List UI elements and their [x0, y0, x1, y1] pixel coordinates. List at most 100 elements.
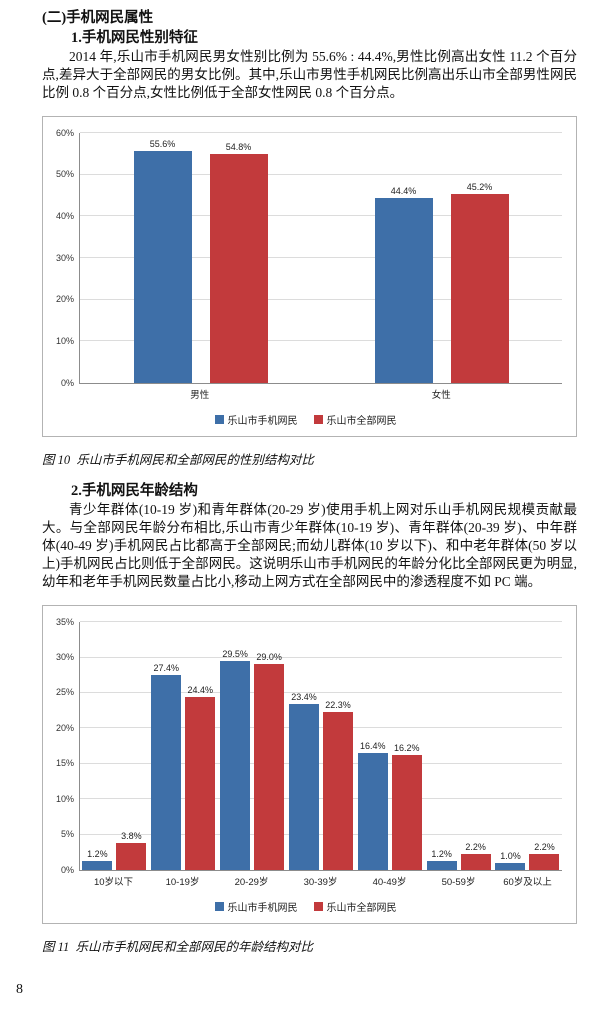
bar-value-label: 44.4% — [390, 185, 417, 196]
x-axis-category-label: 女性 — [431, 389, 451, 401]
legend-series-label: 乐山市全部网民 — [326, 415, 397, 427]
bar: 1.2% — [82, 849, 113, 870]
legend-color-swatch — [214, 901, 224, 911]
chart-plot-area: 0% 10% 20% 30% 40% 50% 60% 55.6% 54.8% 44.4% 45.2%… — [49, 128, 562, 401]
gridline — [80, 173, 562, 175]
bars-layer: 1.2% 3.8% 27.4% 24.4% 29.5% 29.0% 23.4% 22.3% 16… — [80, 622, 562, 870]
bar: 2.2% — [460, 842, 491, 870]
gridline — [80, 298, 562, 300]
legend-color-swatch — [313, 414, 323, 424]
x-axis-category-label: 10岁以下 — [93, 876, 134, 888]
y-axis-tick-label: 10% — [55, 335, 74, 346]
bar-group: 27.4% 24.4% — [151, 663, 216, 870]
bar: 2.2% — [529, 842, 560, 870]
x-axis-category-label: 10-19岁 — [165, 876, 200, 888]
paragraph-age: 青少年群体(10-19 岁)和青年群体(20-29 岁)使用手机上网对乐山手机网… — [42, 501, 577, 590]
plot-grid: 1.2% 3.8% 27.4% 24.4% 29.5% 29.0% 23.4% 22.3% 16… — [79, 621, 562, 871]
y-axis-tick-label: 50% — [55, 169, 74, 180]
bar: 1.2% — [426, 849, 457, 870]
figure-10-gender-chart: 0% 10% 20% 30% 40% 50% 60% 55.6% 54.8% 44.4% 45.2%… — [42, 115, 577, 437]
gridline — [80, 798, 562, 800]
bar-value-label: 16.4% — [360, 741, 386, 752]
bar-value-label: 1.2% — [87, 849, 108, 860]
bar: 27.4% — [151, 663, 182, 870]
bars-layer: 55.6% 54.8% 44.4% 45.2% — [80, 133, 562, 383]
plot-column: 55.6% 54.8% 44.4% 45.2% 男性 女性 — [79, 132, 562, 401]
bar-value-label: 29.0% — [256, 652, 282, 663]
gridline — [80, 691, 562, 693]
chart-legend: 乐山市手机网民 乐山市全部网民 — [49, 899, 562, 914]
y-axis-tick-label: 0% — [60, 864, 74, 875]
bar-value-label: 29.5% — [222, 648, 248, 659]
bar: 29.5% — [220, 649, 251, 870]
page-number: 8 — [16, 982, 23, 997]
y-axis-tick-label: 30% — [55, 652, 74, 663]
bar-value-label: 2.2% — [534, 842, 555, 853]
x-axis-category-label: 30-39岁 — [303, 876, 338, 888]
bar: 55.6% — [133, 139, 192, 383]
y-axis-tick-label: 60% — [55, 127, 74, 138]
bar: 22.3% — [322, 700, 353, 870]
bar-group: 29.5% 29.0% — [220, 649, 285, 870]
bar-group: 1.0% 2.2% — [495, 842, 560, 870]
bar: 16.2% — [391, 743, 422, 870]
plot-grid: 55.6% 54.8% 44.4% 45.2% — [79, 132, 562, 384]
bar-group: 55.6% 54.8% — [133, 139, 268, 383]
bar: 29.0% — [254, 652, 285, 870]
bar-group: 1.2% 2.2% — [426, 842, 491, 870]
legend-item: 乐山市手机网民 — [214, 899, 298, 914]
bar-value-label: 22.3% — [325, 699, 351, 710]
bar-group: 1.2% 3.8% — [82, 831, 147, 870]
subsection-2-heading: 2.手机网民年龄结构 — [71, 482, 198, 499]
gridline — [80, 656, 562, 658]
y-axis-tick-label: 15% — [55, 758, 74, 769]
chart-plot-area: 0% 5% 10% 15% 20% 25% 30% 35% 1.2% 3.8% 27.4% 24.4%… — [49, 617, 562, 888]
gridline — [80, 340, 562, 342]
x-axis-category-label: 50-59岁 — [441, 876, 476, 888]
legend-item: 乐山市全部网民 — [313, 899, 397, 914]
bar-value-label: 3.8% — [121, 830, 142, 841]
bar: 3.8% — [116, 831, 147, 870]
figure-10-caption: 图 10 乐山市手机网民和全部网民的性别结构对比 — [42, 452, 314, 467]
legend-series-label: 乐山市手机网民 — [227, 415, 298, 427]
y-axis-tick-label: 20% — [55, 294, 74, 305]
legend-item: 乐山市全部网民 — [313, 412, 397, 427]
gridline — [80, 132, 562, 134]
bar: 54.8% — [209, 142, 268, 383]
y-axis-tick-label: 0% — [60, 377, 74, 388]
y-axis-tick-label: 25% — [55, 687, 74, 698]
legend-color-swatch — [214, 414, 224, 424]
bar: 44.4% — [374, 186, 433, 383]
gridline — [80, 257, 562, 259]
subsection-1-heading: 1.手机网民性别特征 — [71, 30, 198, 46]
bar-value-label: 45.2% — [466, 182, 493, 193]
x-axis-category-label: 20-29岁 — [234, 876, 269, 888]
y-axis-tick-label: 35% — [55, 616, 74, 627]
bar-group: 23.4% 22.3% — [288, 692, 353, 870]
figure-11-age-chart: 0% 5% 10% 15% 20% 25% 30% 35% 1.2% 3.8% 27.4% 24.4%… — [42, 604, 577, 924]
chart-legend: 乐山市手机网民 乐山市全部网民 — [49, 412, 562, 427]
gridline — [80, 621, 562, 623]
gridline — [80, 215, 562, 217]
x-axis-category-label: 60岁及以上 — [503, 876, 552, 888]
gridline — [80, 833, 562, 835]
bar-value-label: 55.6% — [149, 138, 176, 149]
bar-value-label: 24.4% — [187, 684, 214, 695]
gridline — [80, 727, 562, 729]
bar: 24.4% — [185, 685, 216, 870]
figure-11-caption: 图 11 乐山市手机网民和全部网民的年龄结构对比 — [42, 939, 313, 954]
legend-series-label: 乐山市手机网民 — [227, 902, 298, 914]
bar-value-label: 2.2% — [465, 842, 486, 853]
legend-item: 乐山市手机网民 — [214, 412, 298, 427]
bar-group: 44.4% 45.2% — [374, 182, 509, 383]
bar-value-label: 16.2% — [394, 742, 420, 753]
y-axis-tick-label: 5% — [60, 829, 74, 840]
plot-column: 1.2% 3.8% 27.4% 24.4% 29.5% 29.0% 23.4% 22.3% 16… — [79, 621, 562, 888]
bar-value-label: 23.4% — [291, 691, 317, 702]
y-axis-tick-label: 40% — [55, 210, 74, 221]
gridline — [80, 762, 562, 764]
bar-value-label: 1.2% — [431, 849, 452, 860]
bar: 16.4% — [357, 741, 388, 870]
section-heading: (二)手机网民属性 — [42, 10, 154, 26]
y-axis-tick-label: 20% — [55, 722, 74, 733]
